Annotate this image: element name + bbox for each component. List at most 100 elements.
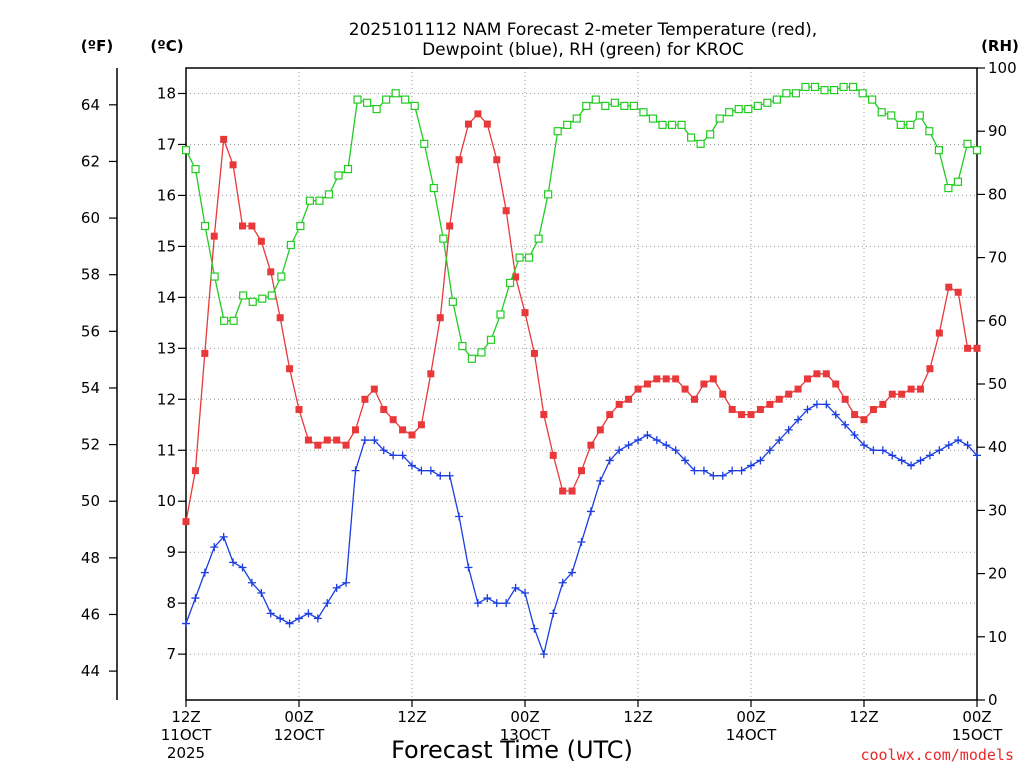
data-point	[304, 609, 313, 618]
data-point	[248, 297, 257, 306]
data-point	[352, 426, 359, 434]
data-point	[323, 599, 332, 608]
data-point	[200, 568, 209, 577]
x-tick-label: 00Z	[284, 708, 313, 726]
rh-tick-label: 100	[988, 59, 1017, 77]
series-1	[182, 400, 981, 659]
chart-title-line-2: Dewpoint (blue), RH (green) for KROC	[422, 40, 744, 60]
data-point	[963, 441, 972, 450]
data-point	[822, 370, 830, 378]
data-point	[643, 430, 652, 439]
data-point	[229, 161, 237, 169]
rh-tick-label: 50	[988, 375, 1007, 393]
data-point	[639, 108, 648, 117]
data-point	[973, 451, 981, 460]
fahrenheit-tick-label: 62	[81, 152, 100, 170]
data-point	[314, 441, 322, 449]
data-point	[725, 108, 734, 117]
data-point	[926, 365, 934, 373]
data-point	[286, 240, 295, 250]
data-point	[699, 466, 708, 475]
data-point	[775, 395, 783, 403]
data-point	[182, 518, 190, 526]
data-point	[360, 436, 369, 445]
data-point	[658, 120, 667, 129]
data-point	[728, 466, 737, 475]
data-point	[370, 385, 378, 393]
data-point	[277, 272, 286, 281]
data-point	[398, 451, 407, 460]
data-point	[907, 461, 916, 470]
tick-labels: 7 8 9 10 11 12 13 14 15 16 17 18 44 46 48 50 52 54 56 58 60 6…	[81, 59, 1017, 762]
data-point	[342, 578, 351, 587]
x-tick-label: 13OCT	[500, 726, 551, 744]
data-point	[276, 614, 285, 623]
fahrenheit-tick-label: 46	[81, 605, 100, 623]
data-point	[615, 400, 623, 408]
data-point	[841, 420, 850, 429]
data-point	[709, 471, 718, 480]
data-point	[648, 114, 658, 123]
data-point	[681, 456, 690, 465]
data-point	[401, 95, 410, 104]
data-point	[801, 82, 810, 92]
data-point	[427, 370, 435, 378]
data-point	[342, 441, 350, 449]
data-point	[229, 558, 238, 567]
data-point	[829, 86, 839, 95]
data-point	[907, 385, 915, 393]
data-point	[917, 385, 924, 393]
data-point	[267, 291, 276, 300]
data-point	[276, 314, 284, 322]
rh-tick-label: 80	[988, 185, 1007, 203]
data-point	[794, 415, 803, 424]
data-point	[812, 400, 821, 409]
data-point	[420, 139, 429, 148]
data-point	[210, 232, 218, 240]
data-point	[219, 532, 228, 541]
data-point	[605, 456, 614, 465]
data-point	[521, 588, 529, 597]
data-point	[464, 563, 473, 572]
data-point	[858, 89, 867, 98]
data-point	[247, 578, 256, 587]
data-point	[906, 120, 915, 129]
data-point	[200, 221, 210, 231]
data-point	[382, 95, 391, 104]
data-point	[568, 568, 577, 577]
data-point	[559, 487, 567, 495]
data-point	[820, 86, 829, 95]
data-point	[737, 466, 746, 475]
series-0	[182, 110, 981, 526]
data-point	[756, 405, 764, 413]
data-point	[473, 599, 482, 608]
data-point	[662, 441, 671, 450]
data-point	[333, 436, 341, 444]
data-point	[878, 446, 887, 455]
data-point	[765, 446, 774, 455]
data-point	[544, 190, 553, 199]
data-point	[389, 416, 397, 424]
rh-tick-label: 60	[988, 312, 1007, 330]
data-point	[832, 380, 840, 388]
x-tick-label: 00Z	[736, 708, 765, 726]
data-point	[238, 563, 247, 572]
data-point	[408, 431, 416, 439]
data-point	[868, 95, 877, 104]
celsius-tick-label: 10	[157, 492, 176, 510]
fahrenheit-tick-label: 48	[81, 549, 100, 567]
data-point	[505, 278, 515, 287]
data-point	[578, 467, 585, 475]
data-point	[953, 177, 963, 186]
data-point	[734, 104, 743, 114]
data-point	[916, 456, 925, 465]
data-point	[586, 507, 595, 516]
data-point	[653, 375, 661, 383]
data-point	[486, 335, 496, 344]
celsius-tick-label: 16	[157, 186, 176, 204]
fahrenheit-tick-label: 64	[81, 96, 100, 114]
data-point	[753, 101, 762, 111]
series-2	[181, 82, 982, 363]
data-point	[718, 471, 727, 480]
